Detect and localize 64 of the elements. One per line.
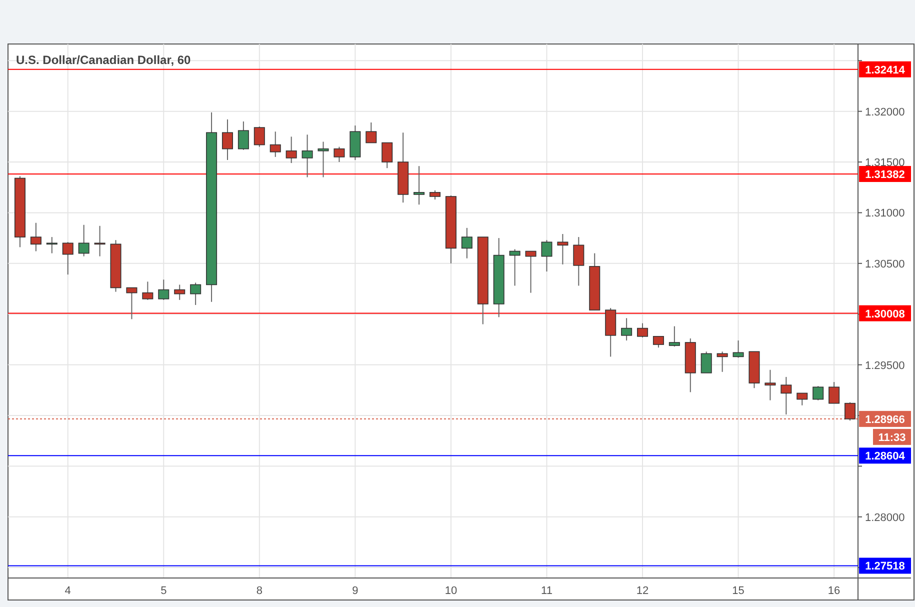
- candlestick: [461, 227, 472, 259]
- candlestick: [142, 281, 154, 300]
- candlestick: [174, 284, 186, 300]
- text: U.S. Dollar/Canadian Dollar, 60: [16, 53, 192, 67]
- candlestick: [557, 233, 568, 265]
- candlestick: [700, 351, 712, 374]
- candlestick: [796, 392, 808, 406]
- candlestick: [78, 224, 90, 257]
- candlestick: [30, 222, 42, 252]
- ref-line-label: 1.28966: [865, 414, 905, 426]
- y-tick-label: 1.31500: [865, 157, 905, 170]
- candlestick: [414, 166, 425, 206]
- x-tick-label: 15: [732, 585, 744, 597]
- y-tick-label: 1.28000: [865, 512, 905, 524]
- candlestick: [270, 131, 281, 158]
- candlestick: [716, 351, 728, 372]
- x-tick-label: 12: [636, 585, 649, 597]
- candlestick: [62, 242, 74, 276]
- candlestick: [190, 282, 202, 306]
- candlestick: [46, 236, 58, 254]
- text: 11:33: [878, 432, 906, 444]
- candlestick: [764, 369, 776, 401]
- candlestick: [780, 376, 792, 415]
- ref-line-label: 1.30008: [865, 308, 905, 320]
- candlestick: [668, 326, 680, 348]
- candlestick: [429, 190, 441, 200]
- candlestick: [621, 318, 632, 341]
- candlestick: [334, 146, 345, 163]
- candlestick: [222, 118, 233, 160]
- candlestick: [828, 382, 840, 404]
- candlestick: [812, 386, 824, 401]
- ref-line-label: 1.28604: [865, 450, 906, 463]
- x-tick-label: 5: [160, 585, 167, 597]
- candlestick: [382, 142, 393, 169]
- candlestick: [254, 126, 265, 148]
- x-tick-label: 10: [444, 585, 458, 597]
- x-tick-label: 9: [352, 585, 358, 597]
- x-tick-label: 16: [828, 585, 840, 597]
- y-tick-label: 1.32000: [865, 106, 905, 118]
- x-tick-label: 8: [256, 585, 262, 597]
- candlestick: [126, 287, 138, 320]
- candlestick: [541, 240, 552, 272]
- ref-line-label: 1.31382: [865, 168, 905, 181]
- candlestick: [525, 250, 536, 294]
- candlestick: [286, 136, 297, 164]
- candlestick: [302, 134, 313, 178]
- ref-line-label: 1.32414: [865, 64, 906, 76]
- candlestick: [652, 336, 664, 348]
- ref-line-label: 1.27518: [865, 560, 905, 573]
- y-tick-label: 1.29500: [865, 360, 905, 372]
- candlestick: [94, 225, 106, 257]
- candlestick: [573, 236, 584, 286]
- candlestick: [158, 279, 170, 300]
- y-tick-label: 1.31000: [865, 208, 905, 220]
- candlestick: [732, 340, 744, 358]
- x-tick-label: 11: [541, 585, 552, 597]
- candlestick: [318, 141, 329, 178]
- candlestick: [637, 322, 648, 338]
- x-tick-label: 4: [64, 585, 71, 597]
- candlestick: [509, 248, 520, 286]
- y-tick-label: 1.30500: [865, 258, 905, 270]
- candlestick: [366, 122, 377, 144]
- candlestick: [238, 120, 249, 150]
- candlestick: [844, 402, 856, 422]
